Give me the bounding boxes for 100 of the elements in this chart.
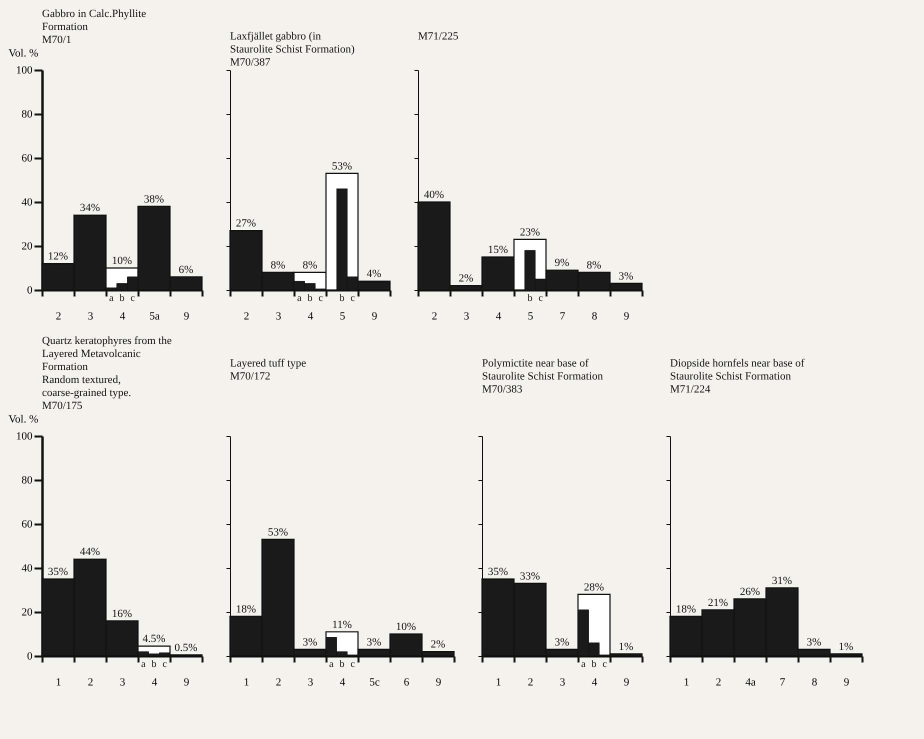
y-tick-label: 40 (22, 196, 33, 208)
x-tick-label: 4 (152, 676, 158, 688)
series-label: b (340, 659, 344, 670)
data-label: 16% (112, 608, 132, 620)
x-tick-label: 2 (88, 676, 94, 688)
x-tick-label: 9 (184, 310, 190, 322)
data-label: 3% (618, 270, 634, 282)
data-label: 35% (48, 566, 68, 578)
y-tick-label: 80 (22, 474, 33, 486)
chart-title: Diopside hornfels near base of Staurolite Schist Formation (670, 358, 805, 382)
y-tick-label: 20 (22, 606, 33, 618)
series-label: a (297, 293, 302, 304)
series-label: c (162, 659, 168, 670)
x-tick-label: 7 (780, 676, 786, 688)
text: M70/1 (42, 34, 72, 46)
text: M70/387 (230, 56, 271, 68)
data-label: 2% (458, 272, 474, 285)
series-label: c (130, 293, 136, 304)
data-label: 11% (332, 618, 352, 631)
data-label: 4.5% (142, 633, 166, 646)
data-label: 38% (144, 193, 164, 206)
text: b (340, 293, 344, 304)
data-label: 8% (270, 259, 286, 272)
x-tick-label: 9 (436, 676, 442, 688)
x-tick-label: 2 (716, 676, 722, 688)
x-tick-label: 4 (120, 310, 126, 322)
data-label: 2% (430, 638, 446, 651)
x-tick-label: 4 (592, 676, 598, 688)
series-label: b (592, 659, 596, 670)
text: c (350, 293, 355, 304)
x-tick-label: 5c (369, 676, 380, 688)
data-label: 10% (396, 621, 416, 633)
x-tick-label: 9 (844, 676, 850, 688)
text: M71/224 (670, 384, 711, 396)
data-label: 53% (268, 526, 288, 538)
data-label: 3% (366, 636, 382, 648)
data-label: 10% (112, 255, 132, 267)
series-label: a (581, 659, 586, 670)
x-tick-label: 2 (528, 676, 534, 688)
data-label: 1% (618, 640, 634, 653)
text: M71/225 (418, 30, 459, 42)
y-tick-label: 100 (16, 64, 33, 76)
text: M70/175 (42, 400, 83, 412)
chart-subtitle: Layered tuff type (230, 358, 306, 370)
data-label: 4% (366, 268, 382, 280)
data-label: 44% (80, 546, 100, 558)
data-label: 1% (838, 640, 854, 653)
chart-title: Quartz keratophyres from the Layered Metavolcanic Formation (42, 335, 172, 373)
x-tick-label: 1 (684, 676, 690, 688)
x-tick-label: 2 (56, 310, 62, 322)
x-tick-label: 5 (340, 310, 346, 322)
x-tick-label: 3 (560, 676, 566, 688)
data-label: 31% (772, 574, 792, 587)
x-tick-label: 9 (624, 310, 630, 322)
x-tick-label: 4 (308, 310, 314, 322)
x-tick-label: 8 (592, 310, 598, 322)
data-label: 34% (80, 202, 100, 214)
chart-title: Gabbro in Calc.Phyllite Formation (42, 8, 146, 33)
y-axis-title: Vol. % (8, 48, 38, 60)
x-tick-label: 2 (432, 310, 438, 322)
series-label: c (538, 293, 544, 304)
x-tick-label: 9 (624, 676, 630, 688)
y-tick-label: 60 (22, 152, 33, 164)
series-label: a (329, 659, 334, 670)
x-tick-label: 8 (812, 676, 818, 688)
text: M70/172 (230, 370, 270, 382)
x-tick-label: 3 (464, 310, 470, 322)
data-label: 8% (586, 259, 602, 272)
data-label: 33% (520, 570, 540, 582)
x-tick-label: 7 (560, 310, 566, 322)
series-label: b (308, 293, 312, 304)
data-label: 3% (554, 636, 570, 648)
data-label: 0.5% (174, 642, 198, 654)
text: M70/383 (482, 384, 523, 396)
data-label: 9% (554, 257, 570, 270)
chart-title: Laxfjället gabbro (in Staurolite Schist Formation) (230, 30, 355, 56)
x-tick-label: 4 (340, 676, 346, 688)
x-tick-label: 1 (56, 676, 62, 688)
x-tick-label: 3 (308, 676, 314, 688)
series-label: a (141, 659, 146, 670)
x-tick-label: 3 (276, 310, 282, 322)
data-label: 23% (520, 226, 540, 238)
data-label: 53% (332, 160, 352, 172)
x-tick-label: 9 (184, 676, 190, 688)
x-tick-label: 6 (404, 676, 410, 688)
data-label: 3% (302, 636, 318, 648)
series-label: c (350, 659, 356, 670)
data-label: 28% (584, 581, 604, 594)
data-label: 8% (302, 259, 318, 272)
data-label: 27% (236, 218, 256, 230)
series-label: b (152, 659, 156, 670)
data-label: 35% (488, 566, 508, 578)
x-tick-label: 3 (88, 310, 94, 322)
data-label: 15% (488, 244, 508, 256)
series-label: b (120, 293, 124, 304)
y-tick-label: 40 (22, 562, 33, 574)
data-label: 18% (676, 603, 696, 616)
data-label: 40% (424, 189, 444, 201)
series-label: c (602, 659, 608, 670)
y-tick-label: 20 (22, 240, 33, 252)
